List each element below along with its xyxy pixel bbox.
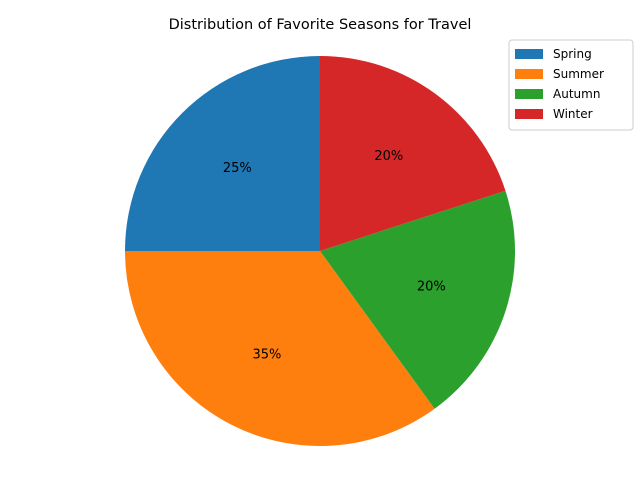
legend-label-winter: Winter bbox=[553, 107, 593, 121]
legend-label-autumn: Autumn bbox=[553, 87, 600, 101]
legend-label-spring: Spring bbox=[553, 47, 592, 61]
pie-label-summer: 35% bbox=[252, 348, 281, 363]
pie-slice-summer bbox=[125, 251, 435, 447]
legend-swatch-winter bbox=[515, 109, 543, 119]
pie-slice-spring bbox=[125, 56, 320, 251]
legend-swatch-summer bbox=[515, 69, 543, 79]
pie-label-spring: 25% bbox=[223, 161, 252, 176]
pie-slice-winter bbox=[320, 55, 506, 252]
pie-slices bbox=[125, 55, 516, 447]
pie-label-autumn: 20% bbox=[417, 280, 446, 295]
legend-label-summer: Summer bbox=[553, 67, 604, 81]
pie-labels: 25% 35% 20% 20% bbox=[223, 149, 446, 363]
chart-title: Distribution of Favorite Seasons for Tra… bbox=[169, 17, 472, 33]
legend: Spring Summer Autumn Winter bbox=[508, 39, 634, 131]
legend-swatch-autumn bbox=[515, 89, 543, 99]
pie-label-winter: 20% bbox=[374, 149, 403, 164]
pie-slice-autumn bbox=[320, 190, 516, 409]
legend-frame bbox=[508, 39, 634, 131]
legend-swatch-spring bbox=[515, 49, 543, 59]
